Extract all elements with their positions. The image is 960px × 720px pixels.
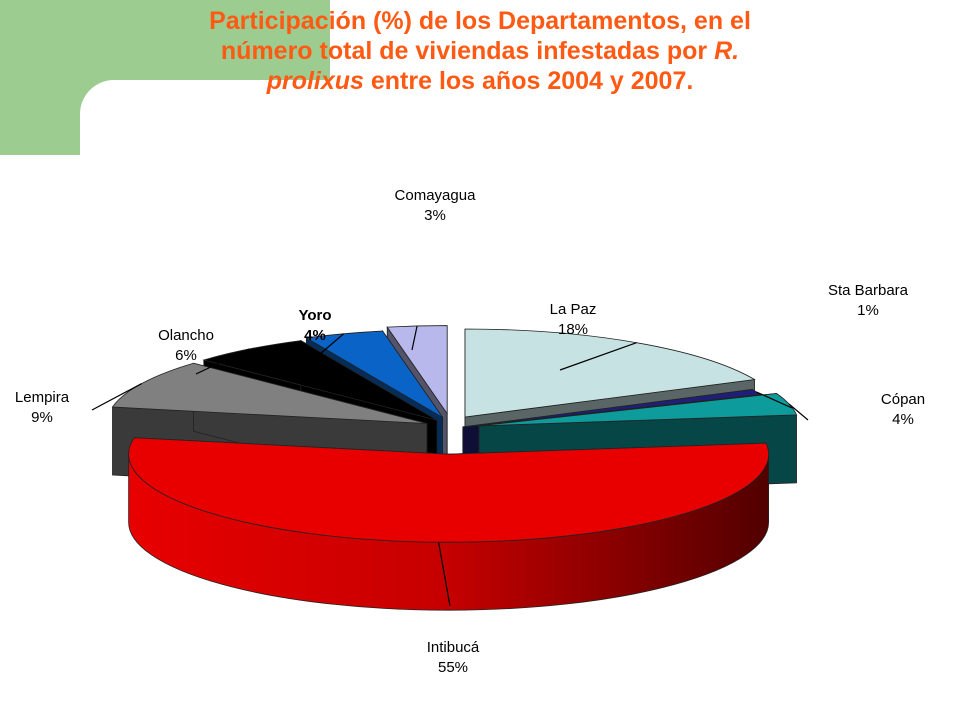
slice-top (202, 340, 438, 421)
slice-label-name: Olancho (158, 327, 214, 344)
slice-label-value: 4% (892, 411, 914, 428)
slice-top (479, 393, 798, 427)
leader-line (91, 383, 142, 411)
leader-line (411, 325, 418, 351)
leader-line (559, 342, 637, 371)
slice-label-name: Lempira (15, 389, 70, 406)
slice-label-name: Yoro (298, 307, 331, 324)
leader-line (319, 333, 345, 355)
slice-label-name: Comayagua (395, 187, 477, 204)
title-line-2b: R. (714, 37, 740, 65)
slice-label-name: Intibucá (427, 639, 480, 656)
slice-label-value: 18% (558, 321, 588, 338)
leader-line (195, 348, 250, 375)
slice-label-value: 9% (31, 409, 53, 426)
slice-top (111, 362, 427, 424)
title-line-1: Participación (%) de los Departamentos, … (209, 7, 751, 35)
slice-label-value: 6% (175, 347, 197, 364)
slice-label-name: Sta Barbara (828, 282, 909, 299)
leader-line (788, 403, 809, 421)
slice-top (128, 437, 769, 543)
title-line-3a: prolixus (266, 67, 364, 95)
slice-top (462, 389, 762, 428)
title-line-3b: entre los años 2004 y 2007. (363, 67, 694, 95)
slice-label-value: 3% (424, 207, 446, 224)
slice-label-value: 1% (857, 302, 879, 319)
slice-label-value: 55% (438, 659, 468, 676)
chart-title: Participación (%) de los Departamentos, … (120, 6, 840, 96)
slice-label-name: Cópan (881, 391, 925, 408)
title-line-2a: número total de viviendas infestadas por (220, 37, 715, 65)
slice-label-value: 4% (304, 327, 326, 344)
slice-label-name: La Paz (550, 301, 597, 318)
decorative-strip (330, 0, 960, 155)
leader-line (437, 542, 451, 607)
slice-top (305, 330, 443, 418)
leader-line (756, 391, 793, 409)
pie-slice-intibuc- (128, 437, 770, 611)
